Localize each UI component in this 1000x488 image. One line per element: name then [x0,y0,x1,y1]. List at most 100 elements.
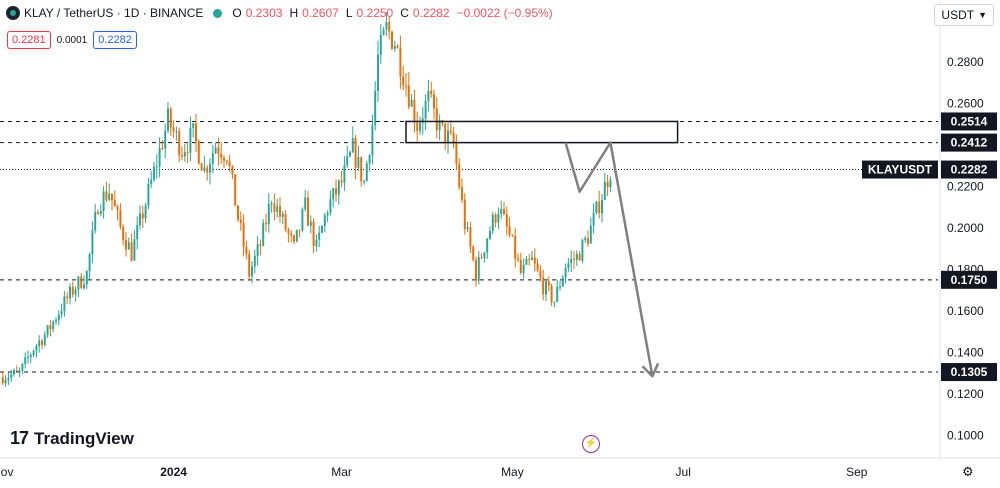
candle-body [245,246,248,254]
candle-body [141,213,144,219]
candle-body [550,285,553,303]
candle-body [318,232,321,240]
candle-body [290,233,293,236]
candle-body [262,222,265,246]
candle-body [424,100,427,119]
candle-body [396,45,399,48]
candle-body [589,225,592,244]
candle-body [225,160,228,162]
candle-body [122,226,125,240]
candle-body [206,167,209,173]
level-price-label: 0.1750 [951,273,988,287]
candle-body [147,184,150,206]
candle-body [486,238,489,253]
candle-body [522,264,525,273]
price-axis[interactable]: 0.10000.12000.14000.16000.18000.20000.22… [862,55,997,442]
candle-body [251,266,253,277]
candle-body [491,214,494,232]
candle-body [242,222,245,247]
candle-body [192,123,195,128]
candle-body [430,90,433,95]
level-price-tag [941,112,997,131]
market-status-icon[interactable] [213,8,223,18]
candle-body [547,281,550,286]
candle-body [556,286,559,302]
x-tick-label: Jul [676,465,691,479]
candle-body [172,127,175,132]
time-axis[interactable]: Nov 2024 Mar May Jul Sep [0,465,868,479]
currency-label: USDT [941,8,975,22]
candle-body [223,157,225,161]
candle-body [60,311,63,315]
candle-body [18,370,21,372]
tradingview-logo[interactable]: 17 TradingView [10,428,134,449]
candle-body [315,239,318,246]
y-tick-label: 0.1200 [947,387,984,401]
candle-body [592,212,595,226]
candle-body [24,357,27,364]
candle-body [71,286,74,295]
candle-body [433,94,435,109]
y-tick-label: 0.2800 [947,55,984,69]
candle-body [85,271,88,285]
candle-body [393,45,396,49]
candle-body [573,258,575,260]
level-price-label: 0.2514 [951,114,988,128]
candle-body [63,296,66,312]
candle-body [189,127,192,153]
candle-body [545,281,547,295]
candle-body [595,201,598,213]
sell-button[interactable]: 0.2281 [7,31,51,49]
candle-body [477,257,480,281]
candle-body [77,276,80,290]
y-tick-label: 0.1000 [947,428,984,442]
currency-select[interactable]: USDT ▼ [934,4,994,26]
candle-body [136,225,139,240]
candle-body [239,219,242,223]
candle-body [351,138,354,153]
symbol-title[interactable]: KLAY / TetherUS · 1D · BINANCE [24,6,204,20]
candle-body [175,131,178,133]
projection-path[interactable] [564,141,654,377]
candle-body [211,153,214,164]
candle-body [52,321,55,330]
candle-body [463,199,466,229]
candle-body [127,242,130,250]
candle-body [74,289,77,295]
candle-body [444,123,447,143]
candle-body [528,258,531,260]
candle-body [41,340,43,345]
settings-gear-icon[interactable]: ⚙ [962,464,974,479]
candle-body [447,130,449,143]
candle-body [511,234,514,236]
candle-body [186,152,189,154]
candle-body [237,205,239,220]
lightning-icon[interactable]: ⚡ [582,435,600,453]
candle-body [1,377,4,384]
candle-body [578,254,581,261]
candle-body [332,188,335,200]
candle-body [155,166,158,168]
candle-body [321,225,323,233]
candle-body [497,213,500,223]
candle-body [438,120,441,131]
resistance-zone[interactable] [405,120,679,144]
candle-body [340,180,343,183]
candle-body [343,165,346,183]
candle-body [80,276,83,288]
close-label: C [400,6,409,20]
candle-body [139,213,141,226]
candle-body [116,206,119,211]
open-value: 0.2303 [245,6,283,20]
candle-body [200,163,203,171]
candle-body [307,197,309,226]
candle-body [69,286,71,299]
candle-body [267,203,270,225]
y-tick-label: 0.1600 [947,304,984,318]
buy-button[interactable]: 0.2282 [93,31,137,49]
candle-body [329,199,332,213]
candle-body [88,254,91,272]
candle-body [407,85,410,107]
candle-body [382,29,385,35]
